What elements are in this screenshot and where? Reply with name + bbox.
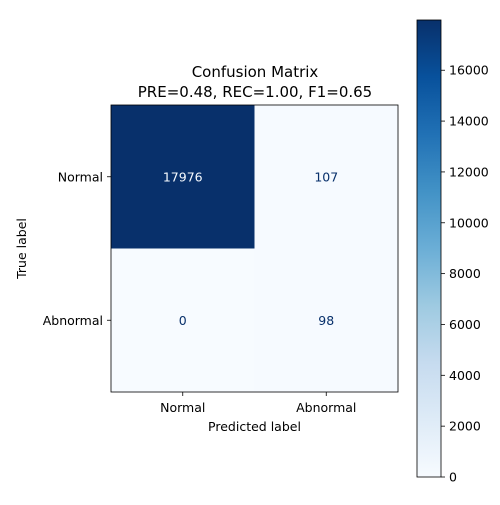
cell-value-normal-normal: 17976 [163, 169, 203, 184]
y-tick-label-normal: Normal [58, 169, 103, 184]
colorbar-tick-label-12000: 12000 [449, 164, 489, 179]
x-axis-label: Predicted label [208, 419, 301, 434]
cell-normal-abnormal [254, 105, 399, 249]
colorbar-tick-label-6000: 6000 [449, 317, 481, 332]
chart-title: Confusion Matrix [192, 63, 319, 81]
colorbar-tick-label-10000: 10000 [449, 215, 489, 230]
x-tick-label-normal: Normal [160, 400, 205, 415]
colorbar-tick-label-8000: 8000 [449, 266, 481, 281]
colorbar-frame [416, 19, 442, 478]
colorbar-tick-label-14000: 14000 [449, 114, 489, 129]
colorbar-tick-label-2000: 2000 [449, 419, 481, 434]
colorbar-ticks: 0 2000 4000 6000 8000 10000 12000 14000 16000 [441, 63, 489, 485]
cell-value-normal-abnormal: 107 [314, 169, 338, 184]
colorbar-tick-label-16000: 16000 [449, 63, 489, 78]
cell-value-abnormal-normal: 0 [179, 313, 187, 328]
colorbar-tick-label-4000: 4000 [449, 368, 481, 383]
y-axis-label: True label [14, 218, 29, 280]
cell-abnormal-normal [111, 248, 255, 393]
chart-subtitle: PRE=0.48, REC=1.00, F1=0.65 [138, 83, 372, 101]
y-tick-label-abnormal: Abnormal [43, 313, 103, 328]
cell-abnormal-abnormal [254, 248, 399, 393]
matrix-cells: 17976 107 0 98 [111, 105, 399, 393]
x-tick-label-abnormal: Abnormal [296, 400, 356, 415]
cell-value-abnormal-abnormal: 98 [318, 313, 334, 328]
matrix-frame [110, 104, 399, 393]
colorbar-tick-label-0: 0 [449, 470, 457, 485]
cell-normal-normal [111, 105, 255, 249]
axis-ticks: Normal Abnormal Normal Abnormal [43, 169, 357, 415]
colorbar [417, 20, 441, 477]
